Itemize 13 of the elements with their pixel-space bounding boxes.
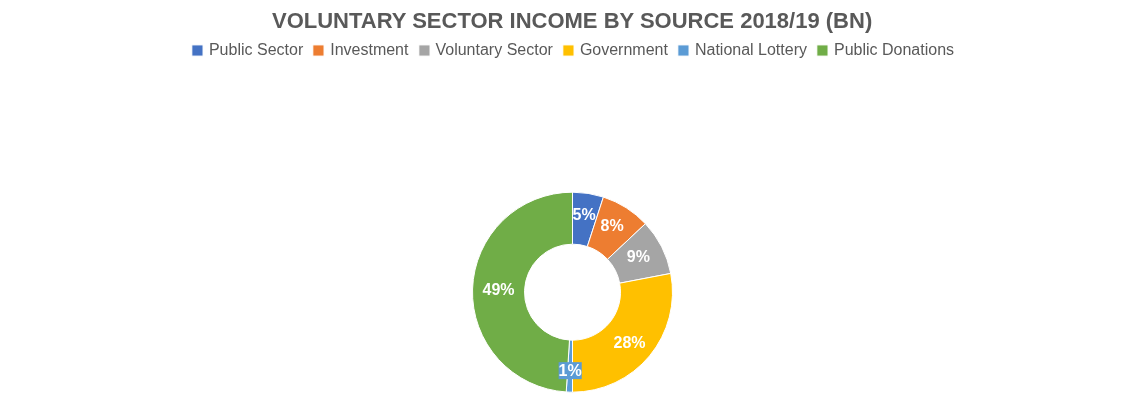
legend-label: Government [579, 41, 668, 59]
data-label: 1% [558, 362, 582, 380]
data-label: 9% [626, 248, 650, 266]
data-label: 5% [572, 206, 596, 224]
legend-label: Public Donations [833, 41, 955, 59]
legend-label: Voluntary Sector [435, 41, 553, 59]
legend-label: National Lottery [694, 41, 807, 59]
data-label: 49% [482, 281, 515, 299]
chart-title: VOLUNTARY SECTOR INCOME BY SOURCE 2018/19 (BN) [271, 7, 873, 33]
legend-label: Public Sector [208, 41, 304, 59]
data-label: 8% [600, 217, 624, 235]
data-label: 28% [613, 333, 646, 351]
legend-label: Investment [330, 41, 409, 59]
